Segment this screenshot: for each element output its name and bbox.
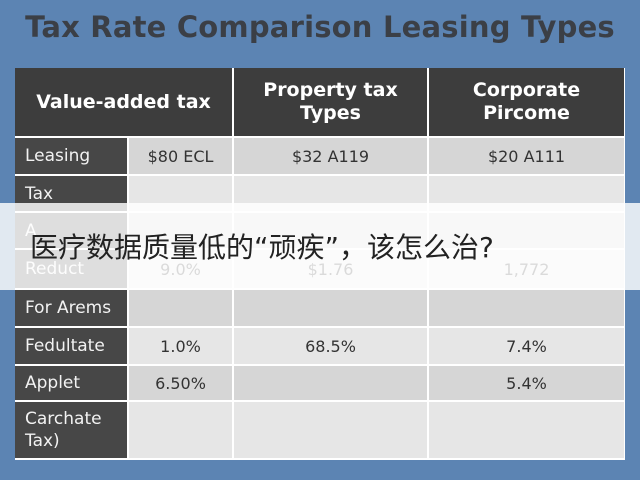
table-cell: $32 A119 [234,138,427,174]
row-label: Fedultate [15,328,127,364]
caption-text: 医疗数据质量低的“顽疾”，该怎么治? [30,231,494,264]
table-cell: 5.4% [429,366,624,400]
table-cell: 68.5% [234,328,427,364]
row-label: Carchate Tax) [15,402,127,458]
row-label: For Arems [15,290,127,326]
table-cell: 7.4% [429,328,624,364]
table-cell [429,402,624,458]
table-cell [429,290,624,326]
table-cell [129,402,232,458]
table-cell: $80 ECL [129,138,232,174]
table-cell: 1.0% [129,328,232,364]
caption-banner [0,203,640,290]
column-header: Value-added tax [15,68,232,136]
slide-title: Tax Rate Comparison Leasing Types [25,10,615,44]
table-cell [234,290,427,326]
column-header: Property tax Types [234,68,427,136]
row-label: Leasing [15,138,127,174]
table-cell [234,366,427,400]
table-cell [234,402,427,458]
column-header: Corporate Pircome [429,68,624,136]
table-cell: $20 A111 [429,138,624,174]
table-cell: 6.50% [129,366,232,400]
table-cell [129,290,232,326]
row-label: Applet [15,366,127,400]
